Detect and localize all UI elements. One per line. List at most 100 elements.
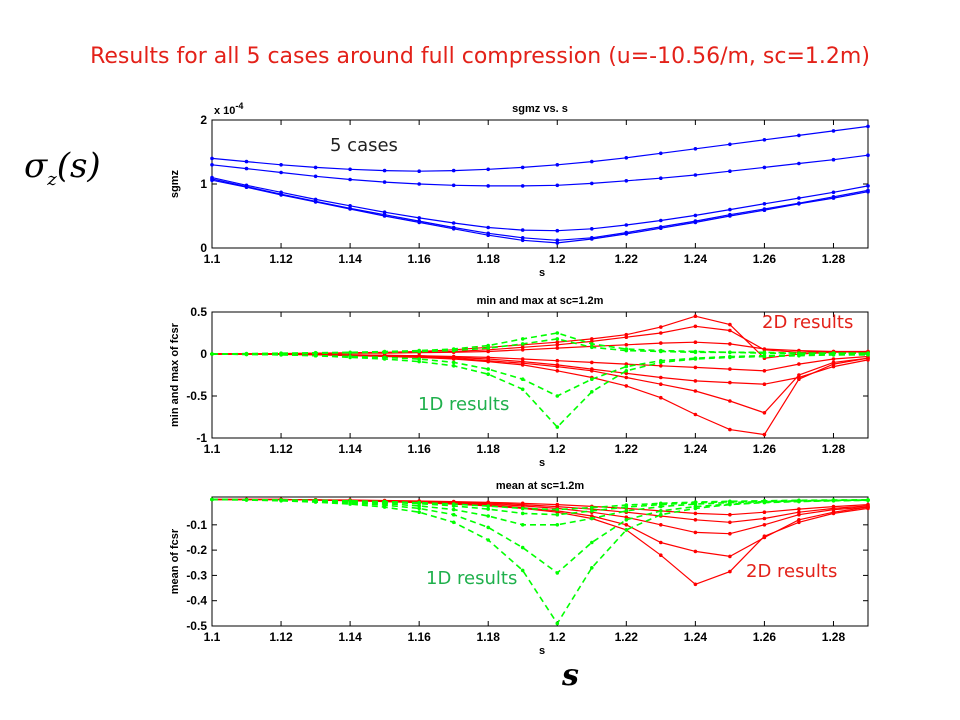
data-point — [590, 540, 594, 545]
data-point — [624, 362, 629, 366]
data-point — [520, 342, 525, 346]
data-point — [417, 169, 422, 173]
data-point — [555, 364, 560, 369]
data-point — [762, 510, 767, 514]
data-point — [520, 377, 525, 382]
x-tick-label: 1.12 — [269, 252, 293, 266]
data-point — [590, 360, 594, 365]
data-point — [244, 166, 249, 171]
x-tick-label: 1.14 — [338, 252, 362, 266]
data-point — [486, 184, 491, 188]
data-point — [728, 328, 732, 333]
data-point — [728, 569, 732, 574]
data-point — [590, 505, 594, 510]
data-point — [624, 515, 629, 519]
data-point — [762, 411, 767, 415]
data-point — [797, 202, 801, 206]
data-point — [831, 196, 836, 200]
data-point — [728, 531, 732, 536]
data-point — [486, 514, 491, 518]
s-axis-symbol: s — [562, 658, 579, 693]
data-point — [624, 223, 629, 227]
data-point — [486, 225, 491, 230]
data-point — [451, 502, 456, 506]
data-point — [486, 367, 491, 371]
data-point — [590, 342, 594, 346]
data-point — [624, 156, 629, 160]
data-point — [279, 170, 283, 175]
data-point — [313, 353, 318, 358]
data-point — [279, 163, 283, 167]
x-tick-label: 1.18 — [477, 442, 501, 456]
data-point — [624, 369, 629, 373]
data-point — [520, 501, 525, 506]
data-point — [797, 498, 801, 503]
data-point — [797, 373, 801, 377]
data-point — [590, 514, 594, 518]
series-line — [211, 179, 869, 244]
x-tick-label: 1.22 — [615, 630, 639, 644]
data-point — [555, 621, 560, 626]
data-point — [279, 498, 283, 502]
data-point — [451, 499, 456, 504]
data-point — [728, 554, 732, 559]
annotation-5-cases: 5 cases — [330, 135, 398, 156]
data-point — [762, 354, 767, 359]
x-tick-label: 1.26 — [753, 630, 777, 644]
data-point — [313, 174, 318, 179]
data-point — [451, 364, 456, 368]
plot-box — [211, 496, 869, 627]
data-point — [210, 163, 214, 167]
data-point — [520, 387, 525, 392]
data-point — [728, 399, 732, 403]
annotation-1d-results-bottom: 1D results — [426, 568, 518, 589]
data-point — [451, 357, 456, 361]
series-line — [212, 498, 869, 516]
y-exponent-label: x 10-4 — [214, 101, 243, 117]
series-line — [211, 498, 869, 526]
data-point — [659, 151, 663, 156]
data-point — [417, 220, 422, 225]
data-point — [590, 566, 594, 570]
data-point — [624, 528, 629, 532]
slide-title: Results for all 5 cases around full comp… — [90, 44, 870, 69]
data-point — [728, 214, 732, 218]
data-point — [451, 221, 456, 225]
data-point — [520, 363, 525, 367]
data-point — [417, 359, 422, 364]
data-point — [659, 395, 663, 400]
data-point — [210, 178, 214, 182]
y-axis-label: min and max of fcsr — [169, 322, 181, 427]
data-point — [693, 518, 698, 522]
x-tick-label: 1.18 — [477, 252, 501, 266]
annotation-2d-results-bottom: 2D results — [746, 561, 838, 582]
data-point — [693, 357, 698, 361]
data-point — [555, 571, 560, 575]
data-point — [555, 228, 560, 233]
x-tick-label: 1.26 — [753, 442, 777, 456]
y-tick-label: 2 — [200, 113, 207, 127]
data-point — [451, 520, 456, 525]
data-point — [693, 379, 698, 383]
data-point — [797, 518, 801, 522]
data-point — [762, 208, 767, 212]
data-point — [866, 502, 870, 507]
series-line — [211, 332, 868, 355]
data-point — [659, 382, 663, 387]
data-point — [348, 177, 352, 182]
data-point — [486, 343, 491, 348]
y-tick-label: -0.5 — [186, 389, 207, 403]
data-point — [210, 156, 214, 161]
data-point — [762, 351, 767, 356]
data-point — [451, 183, 456, 188]
series-line — [211, 353, 868, 429]
data-point — [866, 184, 870, 188]
x-tick-label: 1.24 — [684, 442, 708, 456]
series-line — [212, 341, 869, 355]
data-point — [762, 202, 767, 206]
data-point — [659, 218, 663, 223]
data-point — [762, 165, 767, 170]
series-line — [211, 154, 869, 187]
data-point — [866, 353, 870, 357]
y-tick-label: 0.5 — [190, 305, 207, 319]
